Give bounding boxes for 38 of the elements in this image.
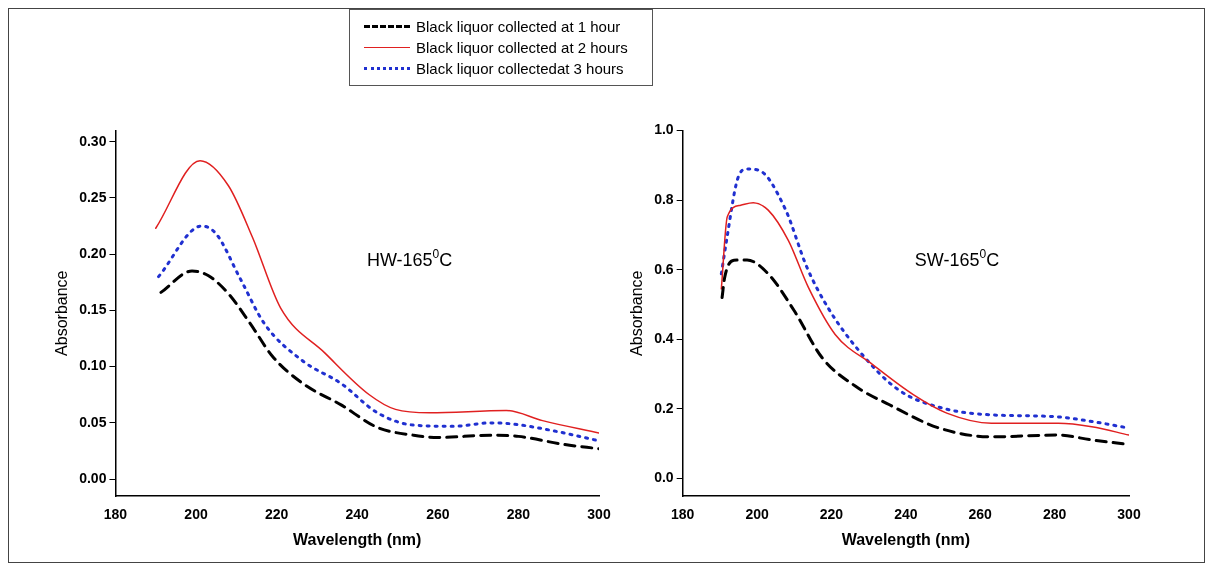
y-tick-label: 1.0 [654,121,674,138]
x-tick-label: 220 [819,506,844,523]
x-tick-label: 260 [968,506,993,523]
x-tick-label: 180 [670,506,695,523]
legend-label: Black liquor collectedat 3 hours [416,60,624,77]
line-series [154,160,599,434]
x-tick-label: 200 [745,506,769,523]
y-tick-label: 0.25 [79,188,107,205]
y-axis-title: Absorbance [53,270,71,356]
y-axis-title: Absorbance [628,270,646,356]
line-series [159,269,599,451]
y-tick-label: 0.15 [79,301,107,318]
x-tick-label: 260 [426,506,450,523]
y-tick-label: 0.10 [79,357,107,374]
y-tick-label: 0.0 [654,469,674,486]
y-tick-label: 0.4 [654,330,674,347]
x-tick-label: 220 [264,506,289,523]
x-tick-label: 300 [587,506,611,523]
y-tick-label: 0.30 [79,132,107,149]
y-tick-label: 0.05 [79,413,107,430]
x-axis-title: Wavelength (nm) [841,530,970,548]
y-tick-label: 0.8 [654,190,674,207]
y-tick-label: 0.20 [79,245,107,261]
x-tick-label: 300 [1117,506,1141,523]
x-tick-label: 280 [506,506,531,523]
x-tick-label: 240 [894,506,918,523]
legend-label: Black liquor collected at 2 hours [416,39,628,56]
y-tick-label: 0.00 [79,469,107,486]
x-tick-label: 240 [345,506,370,523]
x-tick-label: 200 [184,506,208,523]
legend-label: Black liquor collected at 1 hour [416,18,621,35]
x-axis-title: Wavelength (nm) [293,530,422,548]
y-tick-label: 0.2 [654,399,674,416]
x-tick-label: 280 [1042,506,1067,523]
line-series [720,202,1129,436]
x-tick-label: 180 [103,506,128,523]
line-series [157,224,599,443]
y-tick-label: 0.6 [654,260,674,277]
